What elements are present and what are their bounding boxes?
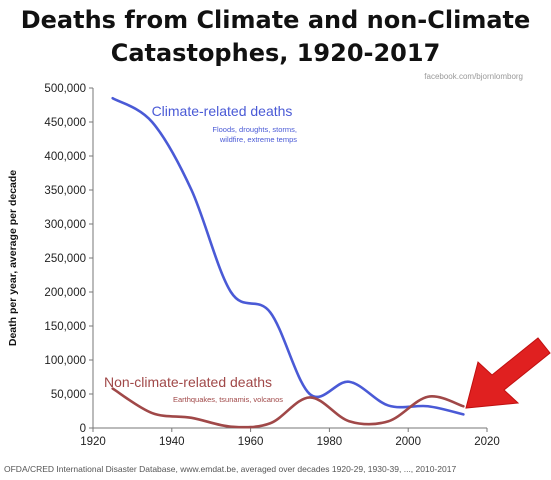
chart-axes: 0 50,000 100,000 150,000 200,000 250,000 300,0…: [7, 83, 500, 448]
chart-title-line-1: Deaths from Climate and non-Climate: [20, 6, 531, 34]
x-tick-label: 2000: [395, 436, 421, 448]
highlight-arrow-layer: [465, 337, 551, 409]
x-tick-label: 1920: [80, 436, 106, 448]
y-axis-label: Death per year, average per decade: [7, 170, 19, 346]
source-note: OFDA/CRED International Disaster Databas…: [4, 464, 457, 474]
y-tick-label: 500,000: [44, 83, 86, 95]
y-tick-label: 300,000: [44, 219, 86, 231]
chart-title: Deaths from Climate and non-Climate Cata…: [0, 4, 551, 70]
climate-series-name: Climate-related deaths: [152, 103, 293, 119]
y-tick-label: 150,000: [44, 321, 86, 333]
chart-title-line-2: Catastophes, 1920-2017: [110, 39, 441, 67]
x-tick-label: 1940: [159, 436, 185, 448]
x-tick-label: 1960: [238, 436, 264, 448]
y-tick-label: 100,000: [44, 355, 86, 367]
y-tick-label: 250,000: [44, 253, 86, 265]
y-tick-label: 200,000: [44, 287, 86, 299]
chart-series-labels: Climate-related deaths Floods, droughts, …: [104, 103, 297, 404]
non-climate-series-line: [111, 387, 465, 429]
y-tick-label: 50,000: [51, 389, 86, 401]
x-tick-label: 2020: [474, 436, 500, 448]
x-tick-label: 1980: [317, 436, 343, 448]
non-climate-series-name: Non-climate-related deaths: [104, 374, 272, 390]
highlight-arrow: [465, 337, 551, 409]
y-tick-label: 350,000: [44, 185, 86, 197]
climate-series-note: wildfire, extreme temps: [219, 135, 297, 144]
climate-series-note: Floods, droughts, storms,: [212, 125, 297, 134]
y-tick-label: 450,000: [44, 117, 86, 129]
y-tick-label: 400,000: [44, 151, 86, 163]
chart-series: [111, 96, 465, 429]
watermark: facebook.com/bjornlomborg: [424, 72, 523, 81]
y-tick-label: 0: [80, 423, 86, 435]
non-climate-series-note: Earthquakes, tsunamis, volcanos: [173, 395, 283, 404]
climate-series-line: [111, 96, 465, 416]
